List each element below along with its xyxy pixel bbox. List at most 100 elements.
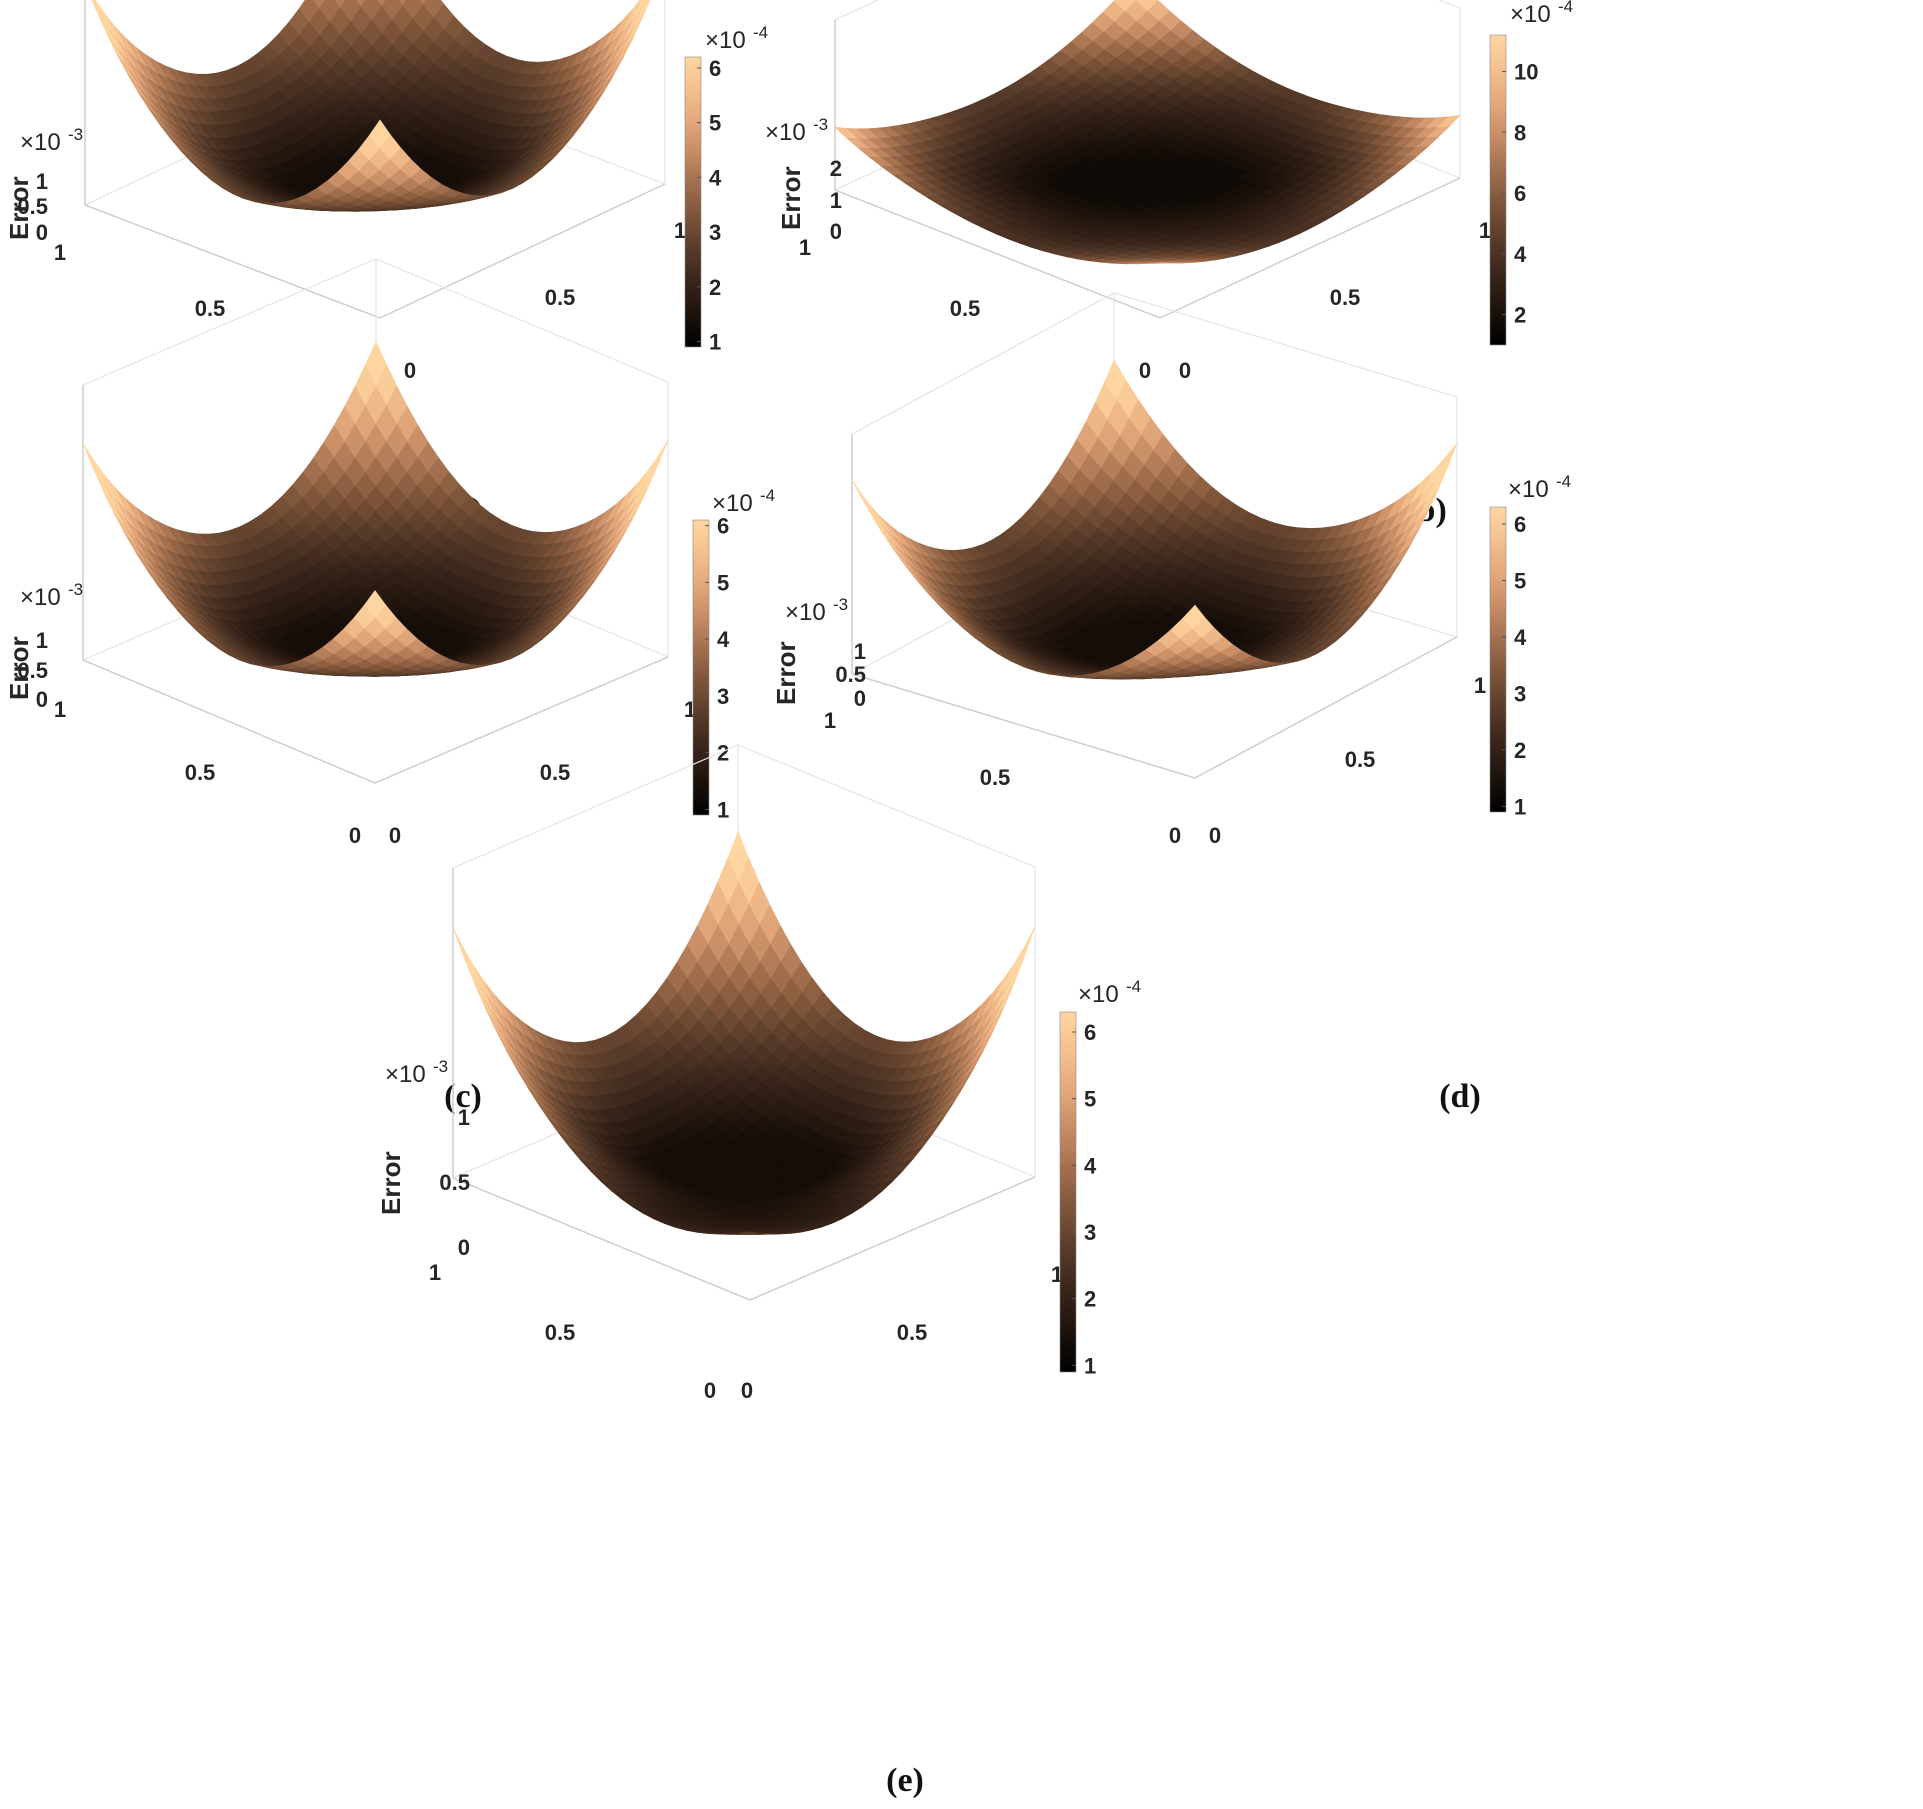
- colorbar-gradient: [1489, 506, 1507, 813]
- axis-line: [1159, 177, 1461, 319]
- grid-line: [737, 744, 1036, 868]
- z-multiplier: ×10: [20, 584, 61, 611]
- colorbar-tick-label: 4: [709, 165, 722, 190]
- z-exponent: -3: [68, 125, 83, 144]
- colorbar-exponent: -4: [753, 23, 768, 42]
- grid-line: [851, 292, 1115, 435]
- z-exponent: -3: [433, 1057, 448, 1076]
- colorbar-exponent: -4: [1126, 977, 1141, 996]
- axis-line: [452, 1177, 751, 1301]
- colorbar-tick-label: 6: [1084, 1020, 1096, 1045]
- y-tick-label: 1: [1479, 218, 1491, 243]
- y-axis: 00.51: [389, 697, 696, 848]
- z-axis-title: Error: [4, 176, 34, 240]
- z-tick-label: 0.5: [17, 658, 48, 683]
- colorbar-gradient: [692, 519, 710, 816]
- y-tick-label: 0: [1179, 358, 1191, 383]
- axis-line: [834, 189, 1161, 319]
- z-axis: 0 1 2 Error ×10 -3: [765, 115, 842, 244]
- colorbar-tick-label: 5: [709, 111, 721, 136]
- colorbar-gradient: [1059, 1011, 1077, 1373]
- x-tick-label: 0.5: [950, 296, 981, 321]
- y-tick-label: 0.5: [545, 285, 576, 310]
- z-exponent: -3: [813, 115, 828, 134]
- colorbar-tick-label: 2: [709, 275, 721, 300]
- z-tick-label: 0: [36, 687, 48, 712]
- y-axis: 00.51: [404, 218, 686, 383]
- caption-d: (d): [1439, 1078, 1481, 1115]
- colorbar-multiplier: ×10: [1508, 476, 1549, 503]
- z-tick-label: 0: [458, 1235, 470, 1260]
- y-tick-label: 0: [404, 358, 416, 383]
- x-tick-label: 0: [1169, 823, 1181, 848]
- colorbar-tick-label: 1: [1514, 794, 1526, 819]
- surface-mesh: [834, 0, 1461, 265]
- axis-line: [374, 656, 669, 784]
- colorbar-tick-label: 10: [1514, 59, 1538, 84]
- surface-mesh: [851, 359, 1458, 680]
- colorbar: 2 4 6 8 10 ×10 -4: [1489, 0, 1573, 346]
- colorbar-tick-label: 6: [1514, 512, 1526, 537]
- colorbar-tick-label: 3: [1514, 681, 1526, 706]
- colorbar-tick-label: 3: [709, 220, 721, 245]
- colorbar-exponent: -4: [760, 486, 775, 505]
- colorbar-tick-label: 6: [709, 56, 721, 81]
- colorbar-tick-label: 2: [1514, 738, 1526, 763]
- surface-patch: [376, 0, 387, 8]
- colorbar-tick-label: 2: [717, 741, 729, 766]
- z-multiplier: ×10: [20, 129, 61, 156]
- y-tick-label: 0.5: [1345, 747, 1376, 772]
- x-tick-label: 0: [349, 823, 361, 848]
- grid-line: [452, 744, 739, 869]
- surface-patch: [1182, 604, 1205, 629]
- z-exponent: -3: [833, 595, 848, 614]
- colorbar-tick-label: 1: [709, 330, 721, 355]
- grid-line: [375, 258, 669, 383]
- z-tick-label: 0: [36, 220, 48, 245]
- axis-line: [1194, 636, 1458, 779]
- colorbar-multiplier: ×10: [1078, 981, 1119, 1008]
- z-tick-label: 1: [36, 628, 48, 653]
- x-tick-label: 1: [429, 1260, 441, 1285]
- grid-line: [1113, 292, 1458, 398]
- z-axis-title: Error: [376, 1151, 406, 1215]
- y-tick-label: 0.5: [540, 760, 571, 785]
- z-tick-label: 2: [830, 156, 842, 181]
- colorbar-tick-label: 6: [717, 514, 729, 539]
- caption-c: (c): [444, 1078, 482, 1115]
- grid-line: [82, 258, 377, 386]
- colorbar-tick-label: 4: [1084, 1153, 1097, 1178]
- surface-patch: [355, 0, 367, 8]
- colorbar-tick-label: 8: [1514, 120, 1526, 145]
- y-tick-label: 0: [1209, 823, 1221, 848]
- x-tick-label: 0.5: [545, 1320, 576, 1345]
- x-tick-label: 1: [824, 708, 836, 733]
- colorbar-multiplier: ×10: [712, 490, 753, 517]
- axis-line: [851, 673, 1196, 779]
- chart-panel-c: 0 0.5 1 Error ×10 -3 0 0.5 1 0 0.5 1 1 2 3 4 5 6 ×10 -4: [0, 258, 960, 1115]
- surface-patch: [1148, 262, 1171, 264]
- z-multiplier: ×10: [385, 1061, 426, 1088]
- z-exponent: -3: [68, 580, 83, 599]
- z-tick-label: 0: [854, 686, 866, 711]
- z-tick-label: 1: [854, 639, 866, 664]
- y-axis: 00.51: [741, 1262, 1063, 1403]
- x-tick-label: 1: [54, 240, 66, 265]
- colorbar-tick-label: 5: [1514, 568, 1526, 593]
- axis-line: [749, 1176, 1036, 1301]
- colorbar-tick-label: 2: [1514, 303, 1526, 328]
- colorbar-tick-label: 4: [1514, 625, 1527, 650]
